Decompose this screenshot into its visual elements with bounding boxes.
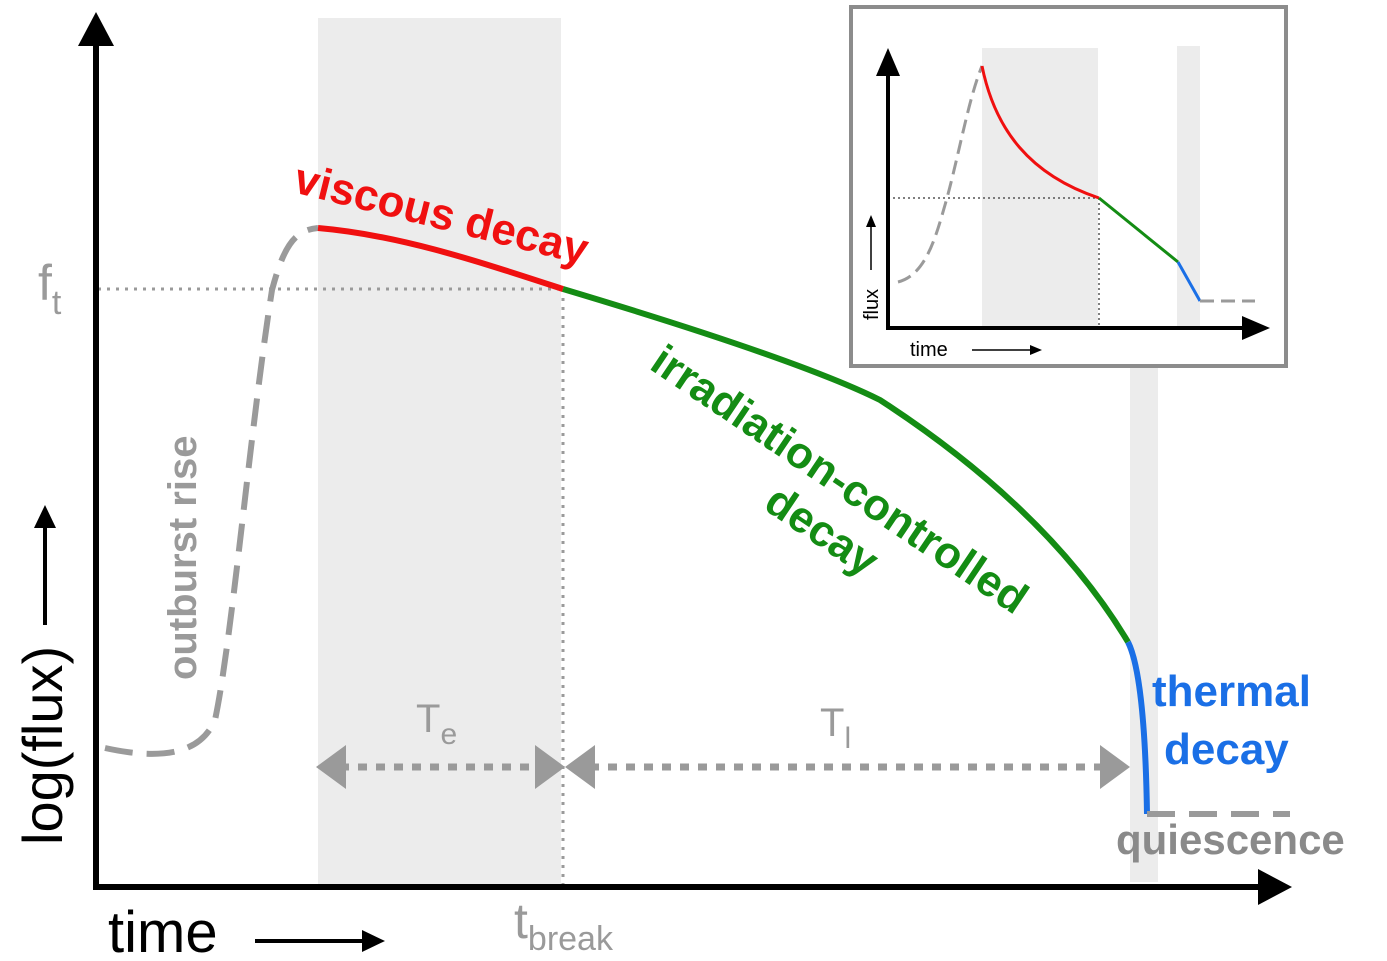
inset-x-arrowhead xyxy=(1242,316,1270,340)
thermal-decay-label-line2: decay xyxy=(1164,725,1289,774)
thermal-decay-curve xyxy=(1125,640,1150,815)
x-axis-arrowhead xyxy=(1258,869,1292,905)
inset-x-label: time xyxy=(910,339,948,361)
tbreak-label: tbreak xyxy=(514,893,614,958)
outburst-rise-label: outburst rise xyxy=(161,436,205,680)
inset-y-arrowhead xyxy=(876,48,900,76)
ft-label: ft xyxy=(38,255,62,322)
inset-ylabel-arrowhead xyxy=(866,215,876,227)
inset-xlabel-arrowhead xyxy=(1030,345,1042,355)
x-axis-label: time xyxy=(108,900,218,961)
y-axis-label: log(flux) xyxy=(11,646,74,845)
inset-y-label: flux xyxy=(861,289,883,320)
inset-irradiation-curve xyxy=(1098,196,1179,264)
inset-thermal-shade xyxy=(1177,46,1200,328)
inset-panel: flux time xyxy=(849,5,1288,368)
viscous-decay-curve xyxy=(317,225,564,292)
te-label: Te xyxy=(416,697,457,751)
outburst-rise-curve xyxy=(104,225,319,757)
te-interval-arrow xyxy=(316,745,565,789)
irradiation-decay-curve xyxy=(562,286,1131,644)
quiescence-label: quiescence xyxy=(1116,816,1345,863)
y-axis-arrowhead xyxy=(78,12,114,46)
viscous-shade xyxy=(318,18,561,890)
tl-interval-arrow xyxy=(565,745,1130,789)
ylabel-arrowhead xyxy=(34,505,56,528)
inset-viscous-curve xyxy=(980,65,1100,200)
tl-label: Tl xyxy=(820,701,851,755)
xlabel-arrowhead xyxy=(362,930,385,952)
inset-viscous-shade xyxy=(982,48,1098,328)
thermal-decay-label-line1: thermal xyxy=(1152,667,1311,716)
inset-rise-curve xyxy=(897,65,984,284)
inset-thermal-curve xyxy=(1176,261,1202,302)
